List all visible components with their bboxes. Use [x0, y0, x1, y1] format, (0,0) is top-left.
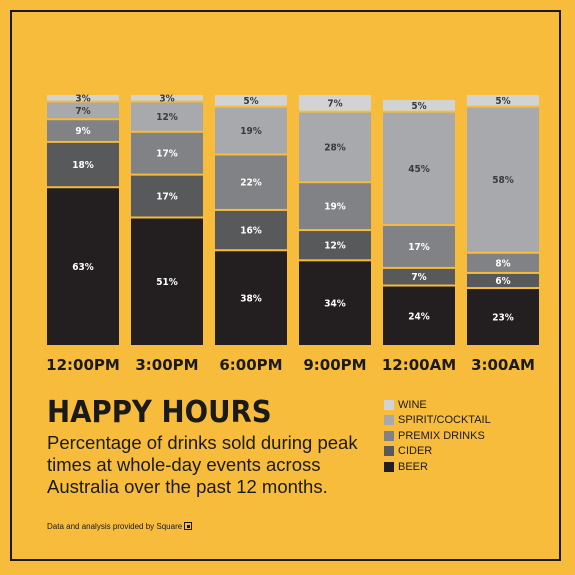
data-label: 38% — [240, 294, 262, 305]
bar-segment-premix-drinks-2 — [215, 155, 287, 209]
bar-segment-spirit-cocktail-1 — [131, 102, 203, 131]
legend-label: WINE — [398, 398, 427, 411]
data-label: 12% — [324, 241, 346, 252]
bar-segment-premix-drinks-5 — [467, 253, 539, 272]
legend-swatch — [384, 430, 394, 441]
bar-segment-wine-0 — [47, 95, 119, 101]
bar-segment-beer-3 — [299, 261, 371, 345]
bar-segment-premix-drinks-4 — [383, 226, 455, 267]
data-label: 5% — [243, 96, 258, 107]
bar-segment-wine-4 — [383, 100, 455, 111]
credit-text: Data and analysis provided by Square — [47, 522, 183, 531]
bar-segment-cider-5 — [467, 273, 539, 288]
legend-label: CIDER — [398, 445, 433, 458]
data-label: 7% — [411, 272, 426, 283]
data-label: 63% — [72, 262, 94, 273]
legend-item: SPIRIT/COCKTAIL — [384, 413, 491, 429]
bar-segment-wine-5 — [467, 95, 539, 106]
bar-segment-cider-1 — [131, 175, 203, 217]
bar-segment-spirit-cocktail-0 — [47, 102, 119, 119]
data-label: 6% — [495, 276, 510, 287]
data-label: 45% — [408, 164, 430, 175]
data-label: 23% — [492, 313, 514, 324]
category-label: 12:00AM — [382, 356, 456, 374]
category-label: 6:00PM — [219, 356, 282, 374]
legend-label: PREMIX DRINKS — [398, 429, 485, 442]
bar-segment-beer-2 — [215, 251, 287, 345]
bar-segment-spirit-cocktail-4 — [383, 112, 455, 225]
data-label: 24% — [408, 311, 430, 322]
stacked-bar-chart: 63% 18% 9% 7% 3% 12:00PM 51% 17% 17% 12% 3% 3:00PM 3… — [46, 93, 539, 374]
data-label: 58% — [492, 175, 514, 186]
data-label: 19% — [240, 126, 262, 137]
bar-segment-cider-3 — [299, 231, 371, 260]
data-label: 3% — [75, 93, 90, 104]
bar-segment-spirit-cocktail-2 — [215, 107, 287, 154]
bar-segment-cider-2 — [215, 210, 287, 250]
bar-segment-spirit-cocktail-3 — [299, 112, 371, 182]
data-label: 3% — [159, 93, 174, 104]
square-logo-icon — [184, 522, 193, 530]
bar-segment-premix-drinks-3 — [299, 183, 371, 230]
bar-segment-beer-5 — [467, 289, 539, 345]
data-label: 22% — [240, 178, 262, 189]
category-label: 9:00PM — [303, 356, 366, 374]
category-label: 12:00PM — [46, 356, 120, 374]
bar-segment-wine-2 — [215, 95, 287, 106]
bar-segment-cider-4 — [383, 268, 455, 285]
data-label: 5% — [411, 101, 426, 112]
data-label: 28% — [324, 142, 346, 153]
data-label: 17% — [408, 242, 430, 253]
legend-label: BEER — [398, 460, 428, 473]
legend-item: PREMIX DRINKS — [384, 428, 491, 444]
bar-segment-premix-drinks-1 — [131, 132, 203, 174]
chart-subtitle: Percentage of drinks sold during peak ti… — [47, 432, 358, 497]
legend-swatch — [384, 415, 394, 426]
chart-title: HAPPY HOURS — [47, 395, 272, 430]
bar-segment-spirit-cocktail-5 — [467, 107, 539, 252]
legend: WINE SPIRIT/COCKTAIL PREMIX DRINKS CIDER BEE… — [384, 397, 491, 475]
data-label: 19% — [324, 202, 346, 213]
data-label: 17% — [156, 192, 178, 203]
data-label: 7% — [75, 106, 90, 117]
legend-item: CIDER — [384, 444, 491, 460]
data-label: 12% — [156, 112, 178, 123]
bar-segment-beer-4 — [383, 286, 455, 345]
data-label: 7% — [327, 98, 342, 109]
legend-swatch — [384, 399, 394, 410]
category-label: 3:00PM — [135, 356, 198, 374]
data-label: 9% — [75, 126, 90, 137]
data-label: 17% — [156, 149, 178, 160]
legend-item: BEER — [384, 459, 491, 475]
bar-segment-beer-1 — [131, 218, 203, 345]
bar-segment-premix-drinks-0 — [47, 120, 119, 141]
data-credit: Data and analysis provided by Square — [47, 522, 193, 531]
data-label: 5% — [495, 96, 510, 107]
data-label: 51% — [156, 277, 178, 288]
data-label: 16% — [240, 226, 262, 237]
legend-item: WINE — [384, 397, 491, 413]
bar-segment-wine-1 — [131, 95, 203, 101]
bar-segment-wine-3 — [299, 95, 371, 111]
data-label: 34% — [324, 299, 346, 310]
legend-swatch — [384, 446, 394, 457]
data-label: 18% — [72, 160, 94, 171]
bar-segment-beer-0 — [47, 188, 119, 345]
legend-label: SPIRIT/COCKTAIL — [398, 414, 491, 427]
bar-segment-cider-0 — [47, 142, 119, 187]
data-label: 8% — [495, 258, 510, 269]
legend-swatch — [384, 461, 394, 472]
category-label: 3:00AM — [471, 356, 535, 374]
chart-frame — [10, 10, 561, 561]
